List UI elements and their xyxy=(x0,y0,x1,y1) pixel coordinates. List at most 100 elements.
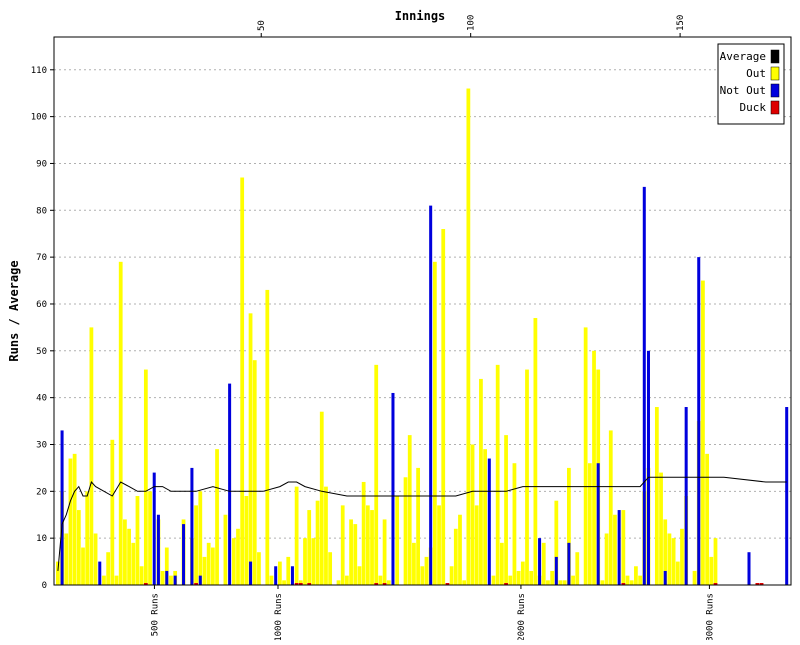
out-bar xyxy=(319,411,324,585)
out-bar xyxy=(257,552,261,585)
out-bar xyxy=(81,547,85,585)
out-bar xyxy=(395,496,400,585)
out-bar xyxy=(244,496,249,585)
out-bar xyxy=(303,538,307,585)
out-bar xyxy=(512,463,517,585)
y-axis-ticks: 10 20 30 40 50 60 70 80 90 100 110 0 xyxy=(31,66,54,591)
not-out-bar xyxy=(663,570,667,585)
out-bar xyxy=(240,177,245,585)
out-bar xyxy=(629,580,634,585)
out-bar xyxy=(194,505,198,585)
not-out-bar xyxy=(538,538,542,585)
out-bar xyxy=(671,538,676,585)
y-tick-label: 30 xyxy=(36,440,47,450)
out-bar xyxy=(114,575,119,585)
plot-frame xyxy=(53,36,792,586)
out-bar xyxy=(93,533,98,585)
out-bar xyxy=(625,575,630,585)
out-bar xyxy=(420,566,425,585)
out-bar xyxy=(143,369,148,585)
legend: Average Out Not Out Duck xyxy=(717,43,785,125)
y-tick-label: 100 xyxy=(31,113,47,123)
out-bar xyxy=(474,505,479,585)
duck-mark xyxy=(294,583,299,585)
not-out-bar xyxy=(554,556,558,585)
not-out-bar xyxy=(684,407,688,585)
not-out-bar xyxy=(785,407,789,585)
out-bar xyxy=(378,575,383,585)
out-bar xyxy=(638,575,642,585)
duck-mark xyxy=(445,583,450,585)
out-bar xyxy=(604,533,609,585)
out-bar xyxy=(437,505,441,585)
out-bar xyxy=(135,496,140,585)
out-bar xyxy=(495,364,500,585)
out-bar xyxy=(210,547,215,585)
out-bar xyxy=(575,552,580,585)
out-bar xyxy=(499,542,504,585)
out-bar xyxy=(412,542,416,585)
y-tick-label: 0 xyxy=(42,581,47,591)
out-bar xyxy=(282,580,286,585)
out-bar xyxy=(336,580,341,585)
out-bar xyxy=(56,561,60,585)
duck-mark xyxy=(374,583,379,585)
out-bar xyxy=(458,514,462,585)
out-bar xyxy=(424,556,429,585)
not-out-bar xyxy=(60,430,64,585)
out-bar xyxy=(324,486,328,585)
not-out-bar xyxy=(646,350,650,585)
legend-swatch xyxy=(770,66,780,81)
out-bar xyxy=(571,575,575,585)
duck-mark xyxy=(382,583,387,585)
out-bar xyxy=(349,519,353,585)
not-out-bar xyxy=(98,561,102,585)
out-bar xyxy=(215,449,219,585)
out-bar xyxy=(236,528,240,585)
y-tick-label: 110 xyxy=(31,66,47,76)
y-tick-label: 50 xyxy=(36,347,47,357)
out-bar xyxy=(562,580,567,585)
grid xyxy=(54,69,791,539)
duck-marks xyxy=(143,583,764,585)
not-out-bar xyxy=(152,472,156,585)
not-out-bar xyxy=(567,542,571,585)
out-bar xyxy=(508,575,513,585)
duck-mark xyxy=(307,583,312,585)
out-bar xyxy=(587,463,592,585)
out-bar xyxy=(370,510,374,585)
out-bar xyxy=(340,505,345,585)
out-bar xyxy=(353,524,358,585)
out-bar xyxy=(64,533,69,585)
not-out-bar xyxy=(487,458,491,585)
out-bar xyxy=(76,510,81,585)
out-bar xyxy=(286,556,291,585)
out-bar xyxy=(520,561,525,585)
out-bar xyxy=(663,519,668,585)
duck-mark xyxy=(143,583,148,585)
y-tick-label: 10 xyxy=(36,534,47,544)
not-out-bar xyxy=(156,514,160,585)
innings-tick-label: 50 xyxy=(257,20,267,31)
innings-tick-label: 100 xyxy=(467,15,477,31)
out-bar xyxy=(89,327,94,585)
y-tick-label: 80 xyxy=(36,206,47,216)
out-bar xyxy=(713,538,718,585)
not-out-bar xyxy=(290,566,294,585)
out-bar xyxy=(307,510,312,585)
out-bar xyxy=(608,430,613,585)
out-bar xyxy=(248,313,253,585)
out-bar xyxy=(294,486,299,585)
innings-tick-label: 150 xyxy=(676,15,686,31)
out-bar xyxy=(382,519,387,585)
runs-tick-label: 2000 Runs xyxy=(517,593,527,640)
runs-tick-label: 500 Runs xyxy=(150,593,160,636)
x-axis-title: Innings xyxy=(395,9,446,23)
out-bar xyxy=(106,552,111,585)
out-bar xyxy=(148,491,152,585)
legend-label: Out xyxy=(746,67,766,80)
out-bar xyxy=(483,449,488,585)
not-out-bar xyxy=(596,463,600,585)
out-bar xyxy=(453,528,458,585)
